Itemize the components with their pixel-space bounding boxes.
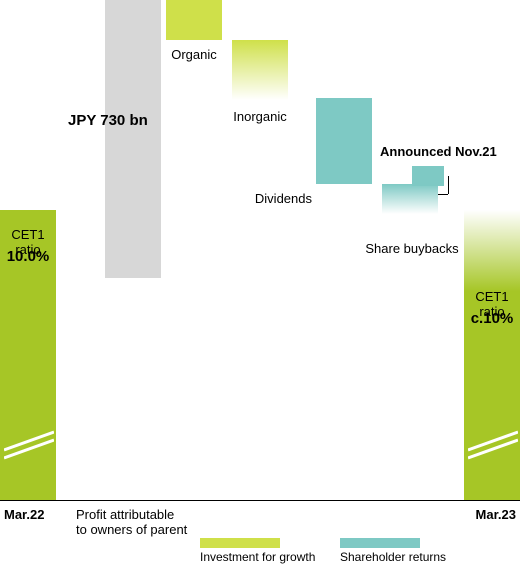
bar-inorganic: Inorganic xyxy=(232,40,288,100)
legend-swatch-returns xyxy=(340,538,420,548)
x-label-center: Profit attributable to owners of parent xyxy=(76,508,187,538)
announced-box xyxy=(412,166,444,186)
bar-organic-label: Organic xyxy=(166,48,222,63)
x-label-left: Mar.22 xyxy=(4,508,44,523)
bar-buybacks-label: Share buybacks xyxy=(352,242,472,257)
bar-end-cet1: CET1 ratio c.10% xyxy=(464,210,520,500)
announced-connector-v xyxy=(448,176,449,194)
legend-label-returns: Shareholder returns xyxy=(340,550,446,564)
bar-profit xyxy=(105,0,161,278)
profit-amount-label: JPY 730 bn xyxy=(68,112,148,129)
bar-end-value: c.10% xyxy=(464,310,520,327)
break-mark-icon xyxy=(4,430,54,460)
announced-label: Announced Nov.21 xyxy=(380,144,497,159)
bar-dividends-label: Dividends xyxy=(242,192,312,207)
x-axis-line xyxy=(0,500,520,501)
break-mark-icon xyxy=(468,430,518,460)
legend-label-invest: Investment for growth xyxy=(200,550,315,564)
x-label-right: Mar.23 xyxy=(476,508,516,523)
bar-start-value: 10.0% xyxy=(0,248,56,265)
bar-dividends: Dividends xyxy=(316,98,372,184)
bar-buybacks: Share buybacks xyxy=(382,184,438,214)
capital-waterfall-chart: CET1 ratio 10.0% JPY 730 bn Organic Inor… xyxy=(0,0,520,500)
bar-start-cet1: CET1 ratio 10.0% xyxy=(0,210,56,500)
bar-inorganic-label: Inorganic xyxy=(232,110,288,125)
announced-connector-h xyxy=(438,194,448,195)
legend-swatch-invest xyxy=(200,538,280,548)
bar-organic: Organic xyxy=(166,0,222,40)
